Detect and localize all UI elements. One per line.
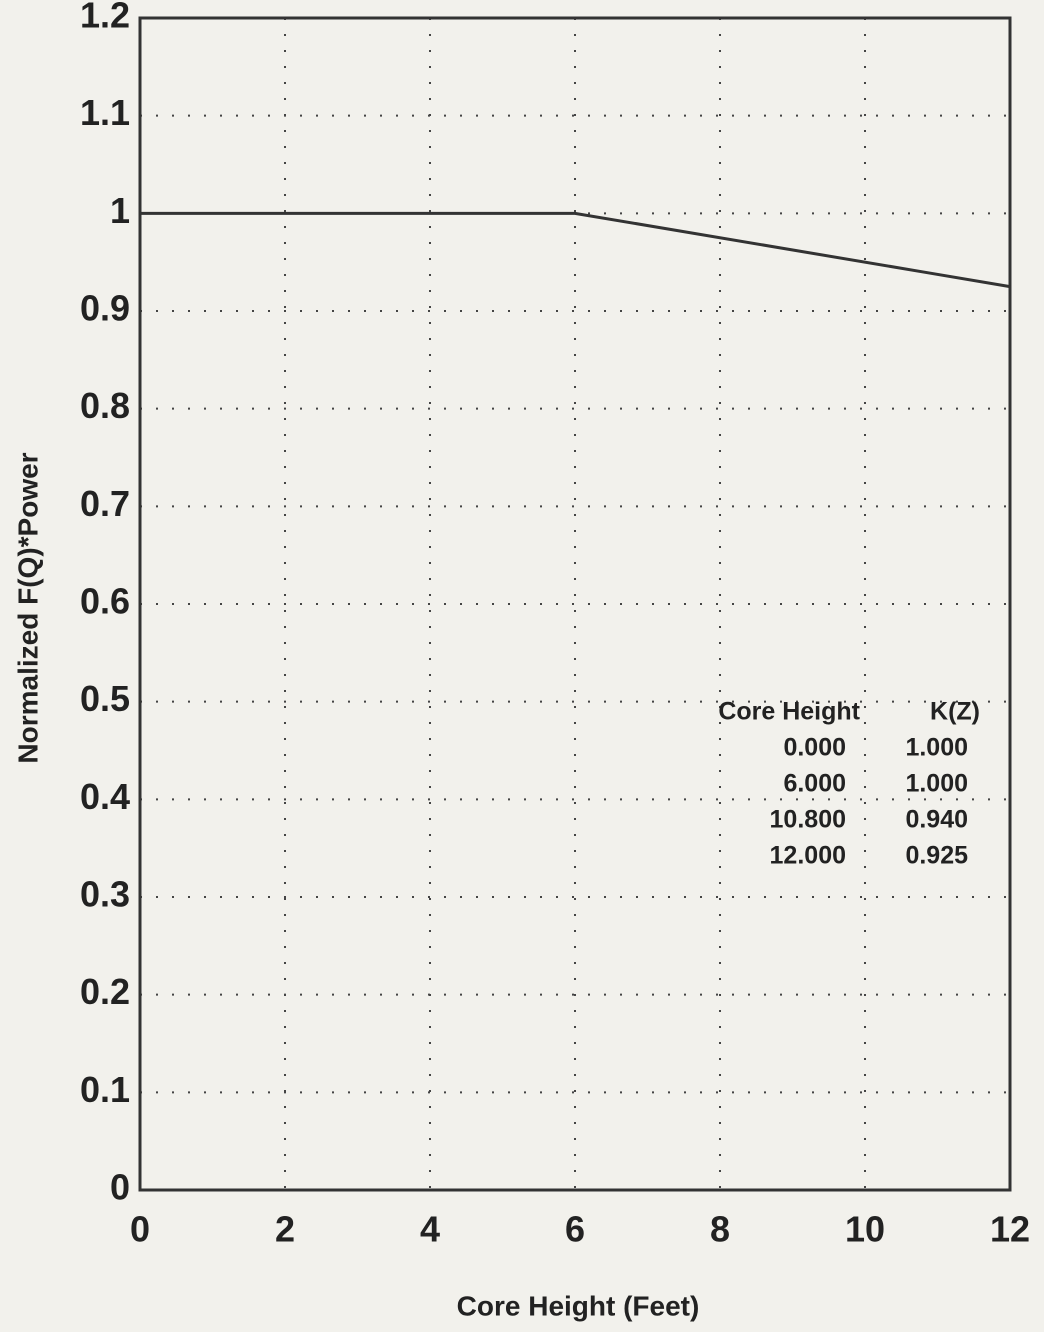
table-cell: 0.000 <box>783 734 846 762</box>
table-cell: 6.000 <box>783 770 846 798</box>
y-tick-label: 0.9 <box>80 288 130 329</box>
data-line <box>140 211 1011 289</box>
y-tick-label: 1.1 <box>80 92 130 133</box>
y-tick-label: 1.2 <box>80 0 130 36</box>
y-tick-label: 0.4 <box>80 776 130 817</box>
x-tick-label: 10 <box>845 1209 885 1250</box>
y-tick-label: 0.8 <box>80 385 130 426</box>
x-tick-label: 2 <box>275 1209 295 1250</box>
x-tick-label: 6 <box>565 1209 585 1250</box>
table-cell: 1.000 <box>905 734 968 762</box>
y-tick-label: 0.2 <box>80 971 130 1012</box>
y-tick-label: 0.1 <box>80 1069 130 1110</box>
y-tick-label: 0.6 <box>80 581 130 622</box>
x-tick-label: 0 <box>130 1209 150 1250</box>
plot-frame <box>138 16 1012 1192</box>
table-cell: 1.000 <box>905 770 968 798</box>
y-tick-label: 1 <box>110 190 130 231</box>
x-tick-label: 12 <box>990 1209 1030 1250</box>
table-cell: 0.925 <box>905 842 968 870</box>
table-cell: 10.800 <box>770 806 846 834</box>
table-header: Core Height <box>718 698 860 726</box>
y-tick-label: 0.5 <box>80 678 130 719</box>
x-axis-label: Core Height (Feet) <box>457 1290 700 1321</box>
y-tick-label: 0.7 <box>80 483 130 524</box>
x-tick-label: 8 <box>710 1209 730 1250</box>
table-cell: 12.000 <box>770 842 846 870</box>
table-header: K(Z) <box>930 698 980 726</box>
y-axis-label: Normalized F(Q)*Power <box>12 452 43 763</box>
y-tick-label: 0.3 <box>80 874 130 915</box>
x-tick-label: 4 <box>420 1209 440 1250</box>
y-tick-label: 0 <box>110 1167 130 1208</box>
table-cell: 0.940 <box>905 806 968 834</box>
